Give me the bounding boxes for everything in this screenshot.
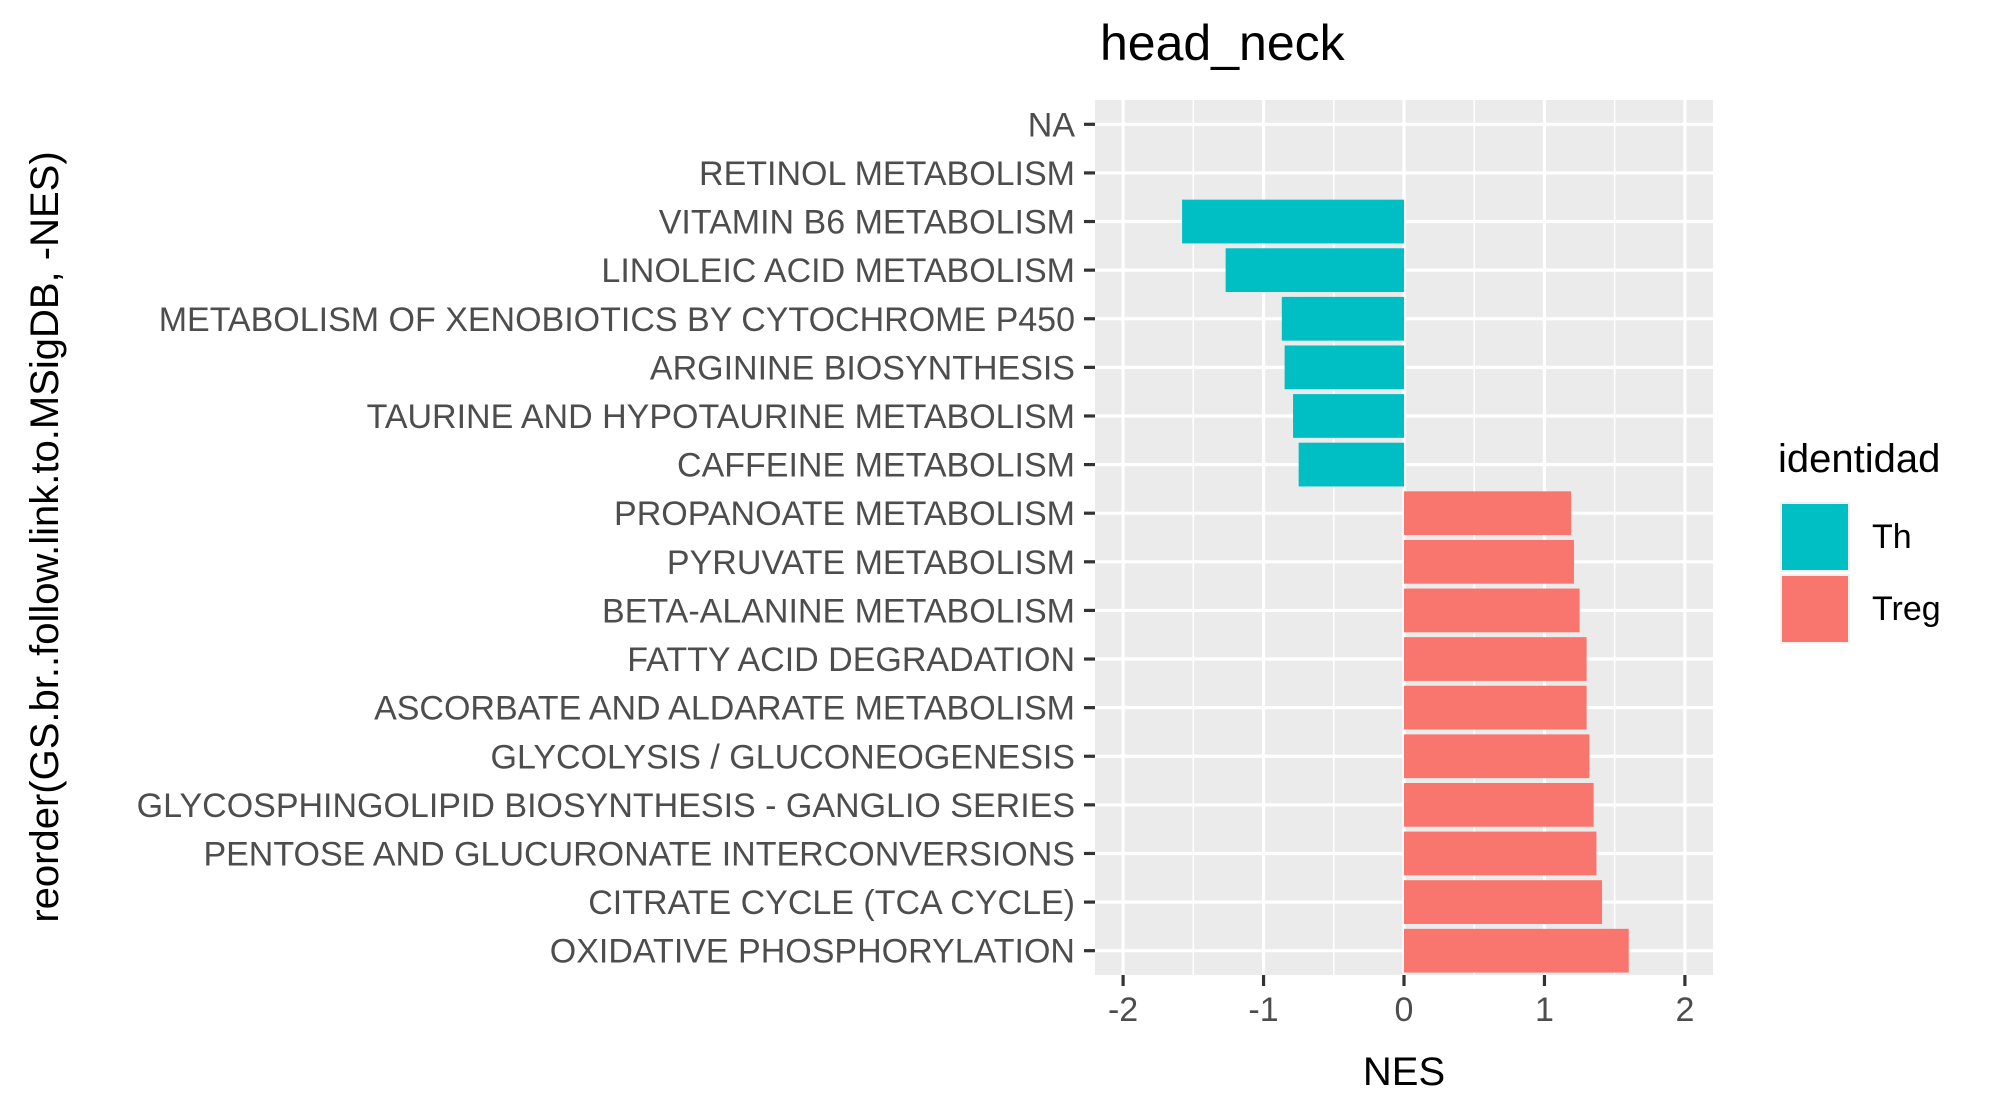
bar (1404, 539, 1574, 584)
bar (1404, 831, 1597, 876)
legend-items: Th Treg (1780, 502, 1941, 644)
x-tick-label: 2 (1675, 991, 1694, 1029)
y-tick-label: NA (1028, 106, 1076, 144)
bar (1404, 588, 1580, 633)
y-tick-label: METABOLISM OF XENOBIOTICS BY CYTOCHROME … (159, 301, 1075, 339)
x-tick-label: -2 (1108, 991, 1138, 1029)
bar (1182, 199, 1404, 244)
y-tick-label: PYRUVATE METABOLISM (667, 544, 1075, 582)
y-tick-label: RETINOL METABOLISM (699, 155, 1075, 193)
y-tick-label: PROPANOATE METABOLISM (614, 495, 1075, 533)
x-axis-title: NES (1363, 1050, 1445, 1094)
chart-title: head_neck (1100, 15, 1346, 71)
legend-title: identidad (1778, 437, 1940, 481)
x-axis-ticks: -2 -1 0 1 2 (1108, 975, 1694, 1029)
legend-label: Treg (1872, 590, 1941, 628)
legend-label: Th (1872, 518, 1912, 556)
y-tick-label: GLYCOLYSIS / GLUCONEOGENESIS (491, 738, 1075, 776)
y-axis-ticks: NA RETINOL METABOLISM VITAMIN B6 METABOLIS… (137, 106, 1095, 971)
bar (1404, 880, 1603, 924)
bar (1293, 394, 1404, 438)
x-tick-label: 1 (1535, 991, 1554, 1029)
legend-swatch (1782, 576, 1848, 642)
y-tick-label: TAURINE AND HYPOTAURINE METABOLISM (367, 398, 1075, 436)
legend-swatch (1782, 504, 1848, 570)
bar (1298, 442, 1404, 487)
bar (1225, 248, 1404, 293)
y-tick-label: CAFFEINE METABOLISM (677, 447, 1075, 485)
y-axis-title: reorder(GS.br..follow.link.to.MSigDB, -N… (23, 151, 67, 922)
x-tick-label: 0 (1395, 991, 1414, 1029)
y-tick-label: PENTOSE AND GLUCURONATE INTERCONVERSIONS (203, 835, 1075, 873)
y-tick-label: CITRATE CYCLE (TCA CYCLE) (588, 884, 1075, 922)
x-tick-label: -1 (1248, 991, 1278, 1029)
y-tick-label: OXIDATIVE PHOSPHORYLATION (550, 933, 1075, 971)
bar (1404, 685, 1587, 730)
bar (1404, 734, 1590, 779)
bar (1404, 928, 1629, 973)
bar (1404, 491, 1572, 536)
bar (1284, 345, 1404, 390)
legend: identidad Th Treg (1778, 437, 1941, 644)
y-tick-label: VITAMIN B6 METABOLISM (659, 204, 1075, 242)
bars (1182, 199, 1629, 973)
y-tick-label: LINOLEIC ACID METABOLISM (601, 252, 1075, 290)
y-tick-label: ASCORBATE AND ALDARATE METABOLISM (374, 690, 1075, 728)
bar (1281, 296, 1404, 341)
y-tick-label: GLYCOSPHINGOLIPID BIOSYNTHESIS - GANGLIO… (137, 787, 1075, 825)
y-tick-label: FATTY ACID DEGRADATION (627, 641, 1075, 679)
bar (1404, 637, 1587, 681)
bar (1404, 782, 1594, 827)
y-tick-label: ARGININE BIOSYNTHESIS (650, 349, 1075, 387)
y-tick-label: BETA-ALANINE METABOLISM (602, 592, 1075, 630)
